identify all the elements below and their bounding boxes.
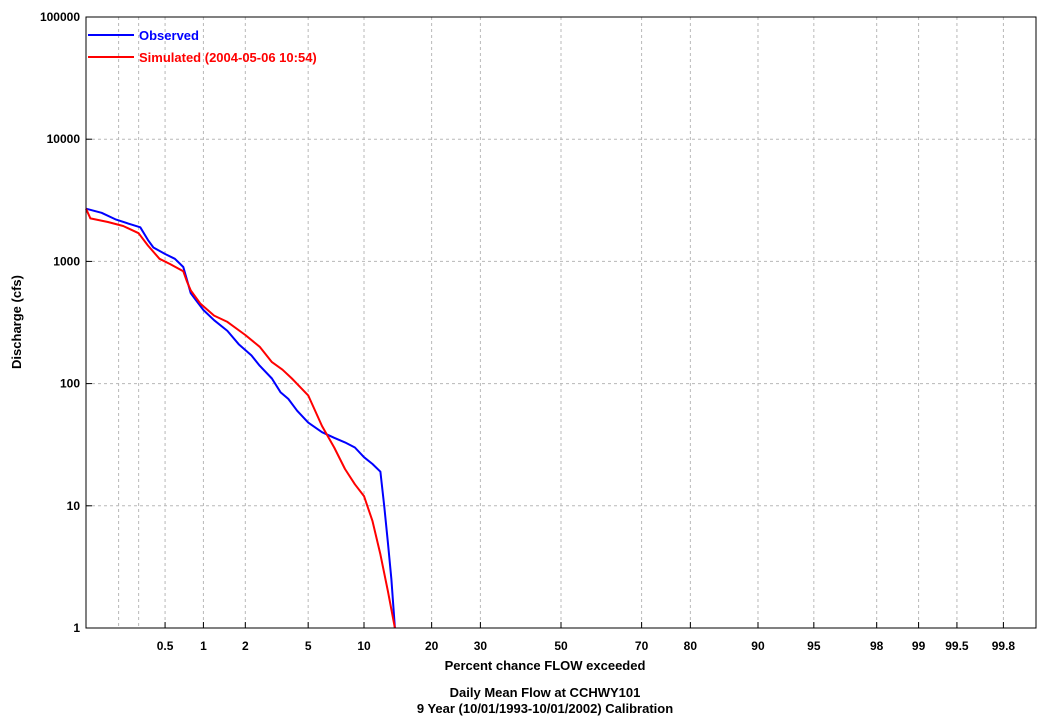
y-tick-label: 10000 bbox=[47, 132, 81, 146]
x-tick-label: 1 bbox=[200, 639, 207, 653]
x-tick-label: 20 bbox=[425, 639, 439, 653]
y-tick-label: 10 bbox=[67, 499, 81, 513]
legend-observed-label: Observed bbox=[139, 28, 199, 43]
series-lines bbox=[85, 207, 396, 629]
x-axis-label: Percent chance FLOW exceeded bbox=[445, 658, 646, 673]
y-tick-label: 1 bbox=[73, 621, 80, 635]
x-tick-label: 90 bbox=[751, 639, 765, 653]
chart-title: Daily Mean Flow at CCHWY101 bbox=[450, 685, 641, 700]
y-axis-label: Discharge (cfs) bbox=[9, 275, 24, 369]
x-tick-label: 50 bbox=[554, 639, 568, 653]
x-tick-label: 98 bbox=[870, 639, 884, 653]
x-axis-ticks: 0.5 1 2 5 10 20 30 50 70 80 90 95 98 99 99.5 99.8 bbox=[157, 622, 1016, 653]
x-tick-label: 99.5 bbox=[945, 639, 969, 653]
x-tick-label: 30 bbox=[474, 639, 488, 653]
x-tick-label: 10 bbox=[357, 639, 371, 653]
y-axis-ticks: 1 10 100 1000 10000 100000 bbox=[40, 10, 92, 635]
x-tick-label: 80 bbox=[684, 639, 698, 653]
y-tick-label: 100 bbox=[60, 377, 80, 391]
simulated-series-line bbox=[85, 208, 396, 629]
observed-series-line bbox=[85, 207, 396, 629]
x-tick-label: 0.5 bbox=[157, 639, 174, 653]
chart-subtitle: 9 Year (10/01/1993-10/01/2002) Calibrati… bbox=[417, 701, 673, 716]
x-tick-label: 99 bbox=[912, 639, 926, 653]
legend-simulated-label: Simulated (2004-05-06 10:54) bbox=[139, 50, 317, 65]
x-tick-label: 70 bbox=[635, 639, 649, 653]
x-tick-label: 2 bbox=[242, 639, 249, 653]
y-tick-label: 1000 bbox=[53, 254, 80, 268]
y-tick-label: 100000 bbox=[40, 10, 80, 24]
legend: Observed Simulated (2004-05-06 10:54) bbox=[88, 28, 317, 65]
x-tick-label: 95 bbox=[807, 639, 821, 653]
x-tick-label: 99.8 bbox=[992, 639, 1016, 653]
x-tick-label: 5 bbox=[305, 639, 312, 653]
